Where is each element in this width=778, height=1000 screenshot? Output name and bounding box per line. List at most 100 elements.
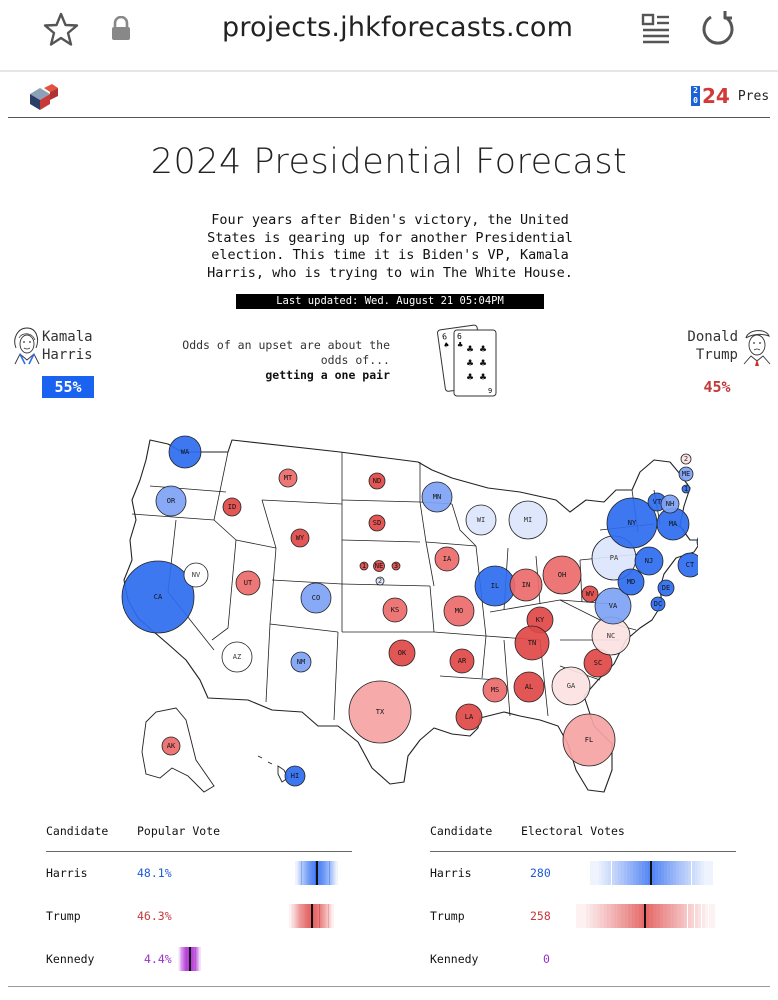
state-bubble-circle[interactable] [161,736,181,756]
state-bubble-circle[interactable] [284,765,306,787]
state-bubble-nj[interactable]: NJ [634,546,664,576]
state-bubble-circle[interactable] [391,561,401,571]
ne-district-bubble[interactable]: 2 [375,576,385,586]
state-bubble-wa[interactable]: WA [168,435,202,469]
state-bubble-circle[interactable] [290,528,310,548]
state-bubble-hi[interactable]: HI [284,765,306,787]
state-bubble-in[interactable]: IN [509,568,543,602]
state-bubble-circle[interactable] [594,587,632,625]
state-bubble-tx[interactable]: TX [348,680,412,744]
state-bubble-la[interactable]: LA [455,703,483,731]
state-bubble-circle[interactable] [677,552,698,578]
state-bubble-md[interactable]: MD [617,568,645,596]
state-bubble-ga[interactable]: GA [551,666,591,706]
state-bubble-circle[interactable] [368,472,386,490]
state-bubble-nh[interactable]: NH [660,494,680,514]
state-bubble-circle[interactable] [562,713,616,767]
state-bubble-wv[interactable]: WV [581,585,599,603]
ne-district-bubble[interactable]: NE [373,560,385,572]
state-bubble-circle[interactable] [300,582,332,614]
state-bubble-circle[interactable] [617,568,645,596]
state-bubble-circle[interactable] [348,680,412,744]
state-bubble-circle[interactable] [678,466,694,482]
reader-mode-icon[interactable] [640,12,672,44]
state-bubble-va[interactable]: VA [594,587,632,625]
state-bubble-mi[interactable]: MI [508,500,548,540]
state-bubble-de[interactable]: DE [657,579,675,597]
state-bubble-ak[interactable]: AK [161,736,181,756]
state-bubble-circle[interactable] [222,497,242,517]
state-bubble-il[interactable]: IL [474,565,516,607]
state-bubble-co[interactable]: CO [300,582,332,614]
state-bubble-circle[interactable] [681,484,691,494]
state-bubble-al[interactable]: AL [513,671,545,703]
state-bubble-wy[interactable]: WY [290,528,310,548]
state-bubble-circle[interactable] [168,435,202,469]
url-text[interactable]: projects.jhkforecasts.com [222,12,574,43]
state-bubble-circle[interactable] [551,666,591,706]
state-bubble-ct[interactable]: CT [677,552,698,578]
state-bubble-circle[interactable] [375,576,385,586]
state-bubble-circle[interactable] [155,485,187,517]
state-bubble-circle[interactable] [660,494,680,514]
state-bubble-circle[interactable] [465,504,497,536]
state-bubble-circle[interactable] [388,639,416,667]
state-bubble-me[interactable]: ME [678,466,694,482]
us-forecast-map[interactable]: WA OR CA NV ID MT WY UT AZ CO NM ND SD KS OK TX MN IA MO AR… [118,420,698,800]
state-bubble-circle[interactable] [650,596,666,612]
state-bubble-circle[interactable] [696,533,698,551]
state-bubble-ca[interactable]: CA [121,560,195,634]
state-bubble-circle[interactable] [368,514,386,532]
election-badge[interactable]: 2 0 24 Pres [691,86,769,106]
state-bubble-circle[interactable] [121,560,195,634]
state-bubble-id[interactable]: ID [222,497,242,517]
bookmark-star-icon[interactable] [42,11,80,49]
state-bubble-dc[interactable]: DC [650,596,666,612]
state-bubble-circle[interactable] [359,561,369,571]
state-bubble-az[interactable]: AZ [221,641,253,673]
state-bubble-nv[interactable]: NV [183,562,209,588]
state-bubble-circle[interactable] [508,500,548,540]
site-logo-icon[interactable] [26,82,60,112]
state-bubble-fl[interactable]: FL [562,713,616,767]
state-bubble-circle[interactable] [581,585,599,603]
state-bubble-circle[interactable] [221,641,253,673]
state-bubble-circle[interactable] [680,453,692,465]
state-bubble-circle[interactable] [382,597,408,623]
state-bubble-circle[interactable] [657,579,675,597]
refresh-icon[interactable] [700,10,736,46]
state-bubble-circle[interactable] [373,560,385,572]
state-bubble-circle[interactable] [290,651,312,673]
state-bubble-circle[interactable] [443,595,475,627]
state-bubble-nd[interactable]: ND [368,472,386,490]
me-district-bubble[interactable]: 2 [680,453,692,465]
state-bubble-sd[interactable]: SD [368,514,386,532]
state-bubbles[interactable]: WA OR CA NV ID MT WY UT AZ CO NM ND SD KS OK TX MN IA MO AR… [121,435,698,787]
state-bubble-wi[interactable]: WI [465,504,497,536]
state-bubble-tn[interactable]: TN [514,625,550,661]
state-bubble-ms[interactable]: MS [482,677,508,703]
state-bubble-circle[interactable] [421,481,453,513]
state-bubble-ia[interactable]: IA [434,546,460,572]
state-bubble-or[interactable]: OR [155,485,187,517]
state-bubble-circle[interactable] [634,546,664,576]
state-bubble-circle[interactable] [514,625,550,661]
state-bubble-circle[interactable] [513,671,545,703]
me-district-bubble[interactable]: 1 [681,484,691,494]
state-bubble-mo[interactable]: MO [443,595,475,627]
state-bubble-circle[interactable] [455,703,483,731]
state-bubble-ks[interactable]: KS [382,597,408,623]
lock-icon[interactable] [110,16,132,42]
state-bubble-circle[interactable] [278,468,298,488]
state-bubble-circle[interactable] [434,546,460,572]
state-bubble-circle[interactable] [509,568,543,602]
state-bubble-ut[interactable]: UT [235,570,261,596]
state-bubble-circle[interactable] [449,648,475,674]
state-bubble-circle[interactable] [482,677,508,703]
ne-district-bubble[interactable]: 3 [391,561,401,571]
state-bubble-oh[interactable]: OH [542,555,582,595]
state-bubble-circle[interactable] [542,555,582,595]
state-bubble-ok[interactable]: OK [388,639,416,667]
state-bubble-circle[interactable] [183,562,209,588]
state-bubble-circle[interactable] [235,570,261,596]
